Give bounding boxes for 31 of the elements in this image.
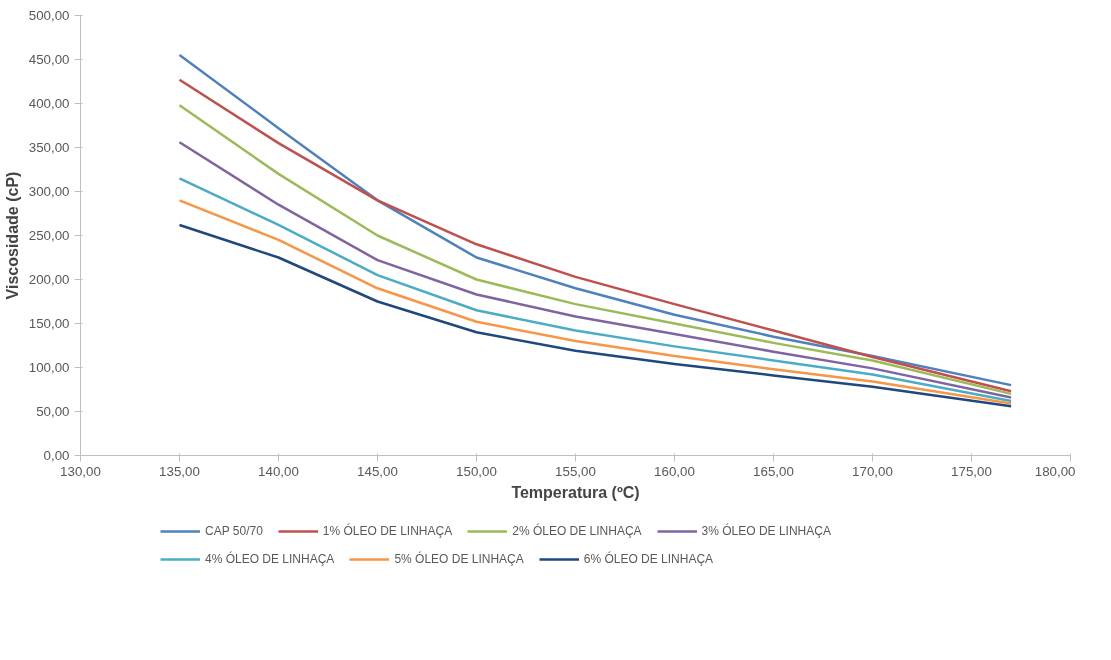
y-tick-label: 150,00: [28, 316, 70, 331]
x-tick-label: 165,00: [753, 463, 794, 479]
legend-label: CAP 50/70: [205, 524, 263, 538]
y-tick-label: 0,00: [43, 448, 70, 463]
legend-label: 4% ÓLEO DE LINHAÇA: [205, 552, 335, 566]
x-axis-title: Temperatura (ºC): [511, 483, 640, 501]
legend-label: 5% ÓLEO DE LINHAÇA: [394, 552, 524, 566]
y-tick-label: 250,00: [28, 228, 70, 243]
y-tick-label: 350,00: [28, 140, 70, 155]
y-tick-label: 400,00: [28, 96, 70, 111]
legend-label: 6% ÓLEO DE LINHAÇA: [583, 552, 714, 566]
x-tick-label: 140,00: [258, 463, 299, 479]
x-tick-label: 150,00: [456, 463, 497, 479]
x-tick-label: 130,00: [60, 463, 101, 479]
legend-label: 2% ÓLEO DE LINHAÇA: [512, 524, 642, 538]
y-tick-label: 100,00: [28, 360, 70, 375]
y-tick-label: 50,00: [36, 404, 70, 419]
x-tick-label: 145,00: [357, 463, 398, 479]
y-tick-label: 200,00: [28, 272, 70, 287]
x-tick-label: 135,00: [159, 463, 200, 479]
y-tick-label: 500,00: [28, 8, 70, 23]
y-tick-label: 300,00: [28, 184, 70, 199]
x-tick-label: 170,00: [852, 463, 893, 479]
x-tick-label: 155,00: [555, 463, 596, 479]
x-tick-label: 175,00: [951, 463, 992, 479]
x-tick-label: 160,00: [654, 463, 695, 479]
y-tick-label: 450,00: [28, 52, 70, 67]
y-axis-title: Viscosidade (cP): [3, 171, 21, 300]
x-tick-label: 180,00: [1034, 463, 1076, 479]
legend-label: 1% ÓLEO DE LINHAÇA: [322, 524, 453, 538]
legend-label: 3% ÓLEO DE LINHAÇA: [701, 524, 831, 538]
